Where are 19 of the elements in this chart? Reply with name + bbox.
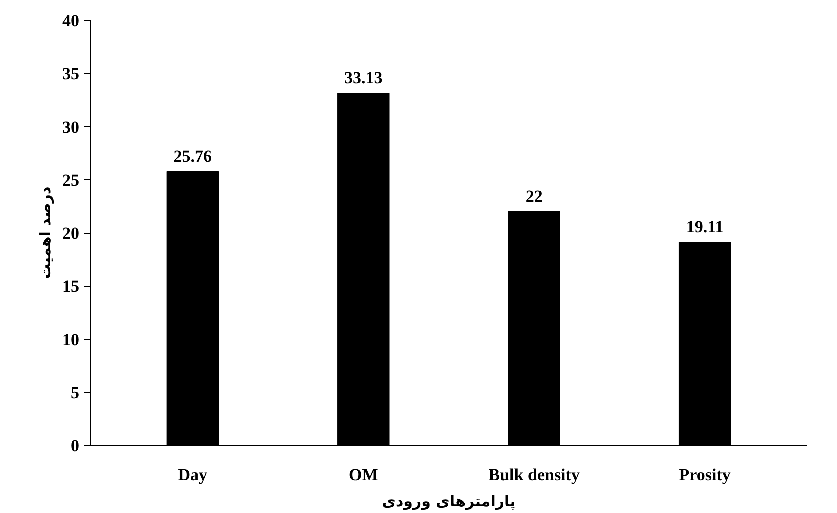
x-tick-label: OM bbox=[349, 466, 378, 484]
y-tick-label: 10 bbox=[62, 330, 80, 350]
y-tick-label: 40 bbox=[62, 12, 80, 30]
x-tick-label: Bulk density bbox=[488, 466, 580, 484]
data-label: 25.76 bbox=[174, 146, 212, 166]
y-tick-label: 25 bbox=[62, 170, 80, 190]
x-axis-title: پارامترهای ورودی bbox=[382, 492, 516, 510]
y-tick-label: 30 bbox=[62, 118, 80, 137]
y-tick-label: 35 bbox=[62, 64, 80, 84]
y-axis-title: درصد اهمیت bbox=[36, 186, 54, 280]
data-label: 22 bbox=[526, 186, 543, 206]
data-label: 33.13 bbox=[344, 68, 383, 88]
y-tick-label: 20 bbox=[62, 224, 80, 243]
y-tick-label: 5 bbox=[71, 383, 80, 402]
y-tick-label: 0 bbox=[71, 436, 80, 456]
data-label: 19.11 bbox=[686, 217, 724, 236]
x-tick-label: Day bbox=[178, 466, 208, 484]
x-tick-label: Prosity bbox=[679, 466, 732, 484]
y-tick-label: 15 bbox=[62, 277, 80, 296]
